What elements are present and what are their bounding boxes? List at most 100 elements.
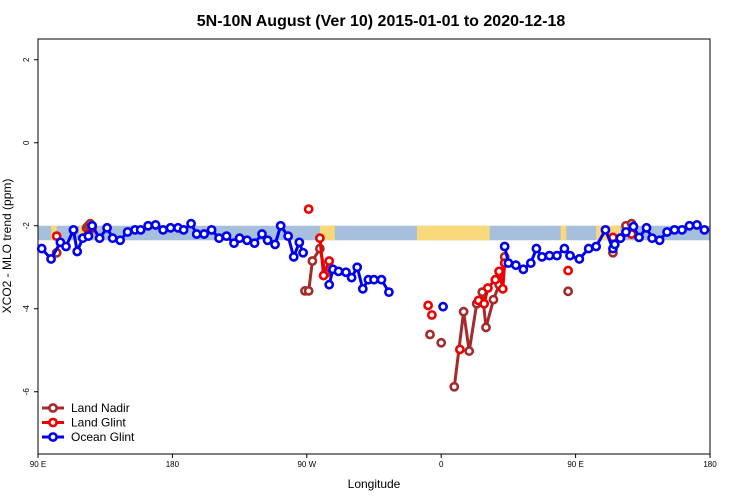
legend-marker-ocean-glint xyxy=(48,432,58,442)
ocean-glint-point xyxy=(341,267,351,278)
ocean-glint-point xyxy=(552,250,562,261)
legend-label-ocean-glint: Ocean Glint xyxy=(71,430,135,444)
land-glint-point xyxy=(314,233,325,244)
legend-marker-land-nadir xyxy=(48,403,58,413)
y-tick-label: 0 xyxy=(22,140,31,145)
land-nadir-point xyxy=(464,346,475,356)
ocean-glint-point xyxy=(537,251,547,262)
legend-label-land-glint: Land Glint xyxy=(71,416,126,430)
ocean-glint-point xyxy=(87,220,98,231)
ocean-glint-point xyxy=(615,233,626,244)
x-axis-label: Longitude xyxy=(348,477,401,491)
legend-marker-land-glint xyxy=(48,417,58,428)
ocean-glint-point xyxy=(94,233,105,244)
ocean-glint-point xyxy=(46,254,56,264)
ocean-glint-point xyxy=(199,229,210,239)
land-glint-point xyxy=(324,256,335,266)
plot-area: 90 E 180 90 W 0 90 E 180 2 0 -2 -4 -6 Land NadirLan… xyxy=(22,38,717,469)
ocean-glint-point xyxy=(102,222,112,233)
ocean-glint-point xyxy=(583,243,594,254)
ocean-glint-point xyxy=(634,232,644,243)
land-glint-point xyxy=(426,310,437,320)
ocean-glint-point xyxy=(262,235,273,246)
land-mask-segment-5 xyxy=(560,225,567,241)
ocean-glint-point xyxy=(357,283,368,294)
ocean-glint-point xyxy=(662,227,672,237)
ocean-glint-point xyxy=(72,246,83,257)
ocean-glint-point xyxy=(275,220,286,231)
ocean-glint-point xyxy=(83,231,94,242)
land-glint-point xyxy=(497,283,508,294)
land-glint-point xyxy=(318,270,329,281)
land-glint-point xyxy=(303,204,314,215)
x-tick-label: 90 E xyxy=(30,460,46,469)
ocean-glint-point xyxy=(229,238,239,249)
ocean-glint-point xyxy=(257,229,267,239)
land-nadir-point xyxy=(458,306,469,317)
x-tick-label: 90 E xyxy=(567,460,583,469)
ocean-glint-point xyxy=(178,224,189,235)
land-nadir-point xyxy=(449,381,460,392)
ocean-glint-point xyxy=(191,229,202,239)
ocean-glint-point xyxy=(574,254,585,264)
ocean-glint-point xyxy=(376,274,387,285)
ocean-glint-point xyxy=(68,224,79,235)
ocean-glint-point xyxy=(510,260,521,271)
ocean-glint-point xyxy=(143,220,154,231)
ocean-glint-point xyxy=(333,266,344,277)
land-glint-point xyxy=(482,283,493,293)
ocean-glint-point xyxy=(525,258,536,268)
legend-label-land-nadir: Land Nadir xyxy=(71,401,130,415)
land-nadir-point xyxy=(436,337,447,348)
ocean-glint-point xyxy=(621,227,631,237)
ocean-glint-point xyxy=(641,222,652,233)
x-tick-label: 180 xyxy=(166,460,180,469)
x-tick-label: 90 W xyxy=(297,460,316,469)
ocean-glint-point xyxy=(115,235,126,246)
y-tick-label: -4 xyxy=(22,305,31,313)
ocean-glint-point xyxy=(36,243,47,254)
ocean-glint-point xyxy=(206,224,217,235)
land-nadir-point xyxy=(481,322,491,333)
ocean-glint-point xyxy=(150,220,161,230)
ocean-glint-point xyxy=(647,233,658,244)
ocean-glint-point xyxy=(324,279,335,290)
y-tick-label: -2 xyxy=(22,222,31,230)
ocean-glint-point xyxy=(135,224,146,235)
ocean-glint-point xyxy=(242,235,252,246)
ocean-glint-point xyxy=(107,233,118,244)
ocean-glint-point xyxy=(669,224,680,235)
land-glint-point xyxy=(494,266,504,277)
chart-title: 5N-10N August (Ver 10) 2015-01-01 to 202… xyxy=(197,13,566,30)
ocean-glint-point xyxy=(699,224,710,235)
ocean-glint-point xyxy=(186,218,196,229)
ocean-glint-point xyxy=(221,231,232,242)
land-nadir-point xyxy=(307,256,318,266)
ocean-glint-point xyxy=(565,250,575,261)
ocean-glint-point xyxy=(438,301,448,312)
ocean-glint-point xyxy=(346,272,357,283)
land-nadir-point xyxy=(563,286,574,297)
ocean-glint-point xyxy=(591,241,602,252)
ocean-glint-point xyxy=(283,231,294,242)
ocean-glint-point xyxy=(369,274,379,285)
ocean-glint-point xyxy=(518,264,529,275)
land-nadir-point xyxy=(303,286,314,296)
land-glint-point xyxy=(423,300,434,311)
ocean-glint-point xyxy=(600,224,611,235)
ocean-glint-point xyxy=(544,250,555,261)
ocean-glint-point xyxy=(122,227,133,237)
land-nadir-point xyxy=(425,329,435,340)
ocean-glint-point xyxy=(503,258,514,268)
y-tick-label: 2 xyxy=(22,57,31,62)
ocean-glint-point xyxy=(214,233,224,244)
land-mask-segment-4 xyxy=(416,225,490,241)
x-tick-label: 0 xyxy=(439,460,444,469)
ocean-glint-point xyxy=(384,287,394,298)
y-axis-label: XCO2 - MLO trend (ppm) xyxy=(0,179,14,314)
ocean-glint-point xyxy=(531,243,542,254)
ocean-glint-point xyxy=(270,239,280,250)
ocean-glint-point xyxy=(158,224,168,235)
ocean-glint-point xyxy=(234,233,245,244)
